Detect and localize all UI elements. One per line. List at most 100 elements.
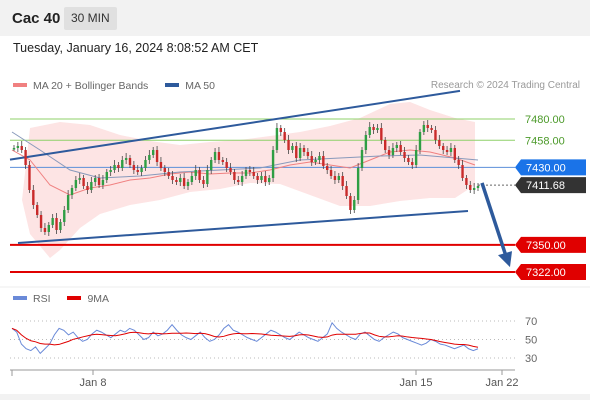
level-7430-00-label: 7430.00: [526, 162, 566, 174]
price-legend: MA 20 + Bollinger Bands MA 50: [13, 80, 229, 92]
candle-body: [20, 146, 23, 150]
legend-swatch-ma20: [13, 83, 27, 88]
candle-body: [101, 180, 105, 185]
candle-body: [248, 170, 252, 172]
candle-body: [97, 178, 101, 185]
candle-body: [90, 182, 93, 190]
rsi-tick-50: 50: [525, 335, 537, 347]
candle-body: [476, 186, 480, 188]
candle-body: [132, 165, 136, 170]
candle-body: [70, 188, 74, 195]
candle-body: [326, 166, 329, 170]
candle-body: [16, 146, 20, 148]
candle-body: [109, 170, 112, 172]
candle-body: [63, 210, 66, 222]
candle-body: [434, 130, 437, 140]
candle-body: [121, 160, 124, 168]
candle-body: [298, 148, 302, 158]
candle-body: [349, 196, 352, 210]
channel-lower-line: [17, 209, 469, 244]
candle-body: [117, 165, 120, 168]
legend-swatch-ma50: [165, 83, 180, 88]
candle-body: [24, 150, 27, 165]
candle-body: [403, 152, 406, 158]
candle-body: [206, 170, 209, 184]
candle-body: [167, 172, 170, 176]
level-7322-00-tag: [515, 264, 586, 280]
candle-body: [51, 218, 54, 225]
level-7458-00-label: 7458.00: [525, 135, 565, 147]
candle-body: [291, 146, 294, 150]
interval-button[interactable]: 30 MIN: [64, 7, 117, 30]
rsi-tick-30: 30: [525, 353, 537, 365]
candle-body: [140, 168, 143, 172]
legend-swatch-rsi: [13, 296, 27, 301]
candle-body: [237, 180, 240, 182]
bottom-border: [0, 394, 590, 400]
level-7411-68-label: 7411.68: [526, 180, 565, 192]
candle-body: [155, 150, 159, 162]
forecast-arrow-head: [498, 251, 512, 268]
candle-body: [271, 150, 275, 178]
candle-body: [55, 218, 58, 230]
candle-body: [438, 140, 441, 146]
ma50-line: [11, 131, 479, 179]
candle-body: [376, 128, 379, 130]
rsi-9ma-line: [11, 327, 479, 348]
x-tick-label: Jan 22: [485, 377, 518, 389]
candle-body: [322, 156, 325, 166]
candle-body: [279, 128, 282, 132]
candle-body: [268, 178, 271, 182]
candle-body: [252, 172, 255, 176]
candle-body: [310, 156, 313, 162]
candle-body: [148, 155, 151, 160]
candle-body: [175, 180, 178, 182]
candle-body: [74, 180, 78, 188]
candle-body: [469, 185, 472, 190]
candle-body: [94, 178, 97, 182]
candle-body: [12, 148, 16, 150]
candle-body: [337, 176, 340, 180]
candle-body: [240, 176, 244, 182]
candle-body: [418, 132, 422, 150]
candle-body: [59, 222, 62, 230]
candle-body: [426, 125, 429, 128]
candle-body: [86, 186, 89, 190]
candle-body: [333, 176, 337, 180]
candle-body: [302, 148, 306, 152]
candle-body: [345, 186, 348, 196]
candle-body: [190, 176, 194, 182]
credit-text: Research © 2024 Trading Central: [430, 80, 580, 91]
candle-body: [136, 170, 139, 172]
candle-body: [295, 146, 298, 158]
candle-body: [144, 160, 147, 168]
candle-body: [179, 178, 182, 182]
candle-body: [221, 160, 224, 162]
candle-body: [124, 158, 128, 160]
candle-body: [430, 128, 433, 130]
rsi-legend: RSI 9MA: [13, 293, 123, 305]
legend-item-rsi: RSI: [13, 293, 51, 305]
candle-body: [213, 152, 217, 160]
candle-body: [66, 195, 70, 210]
candle-body: [233, 172, 236, 180]
candle-body: [152, 150, 155, 155]
candle-body: [105, 172, 108, 180]
candle-body: [457, 160, 460, 165]
candle-body: [306, 152, 310, 156]
candle-body: [275, 128, 279, 150]
candle-body: [368, 127, 371, 135]
candle-body: [47, 225, 50, 232]
candle-body: [198, 170, 201, 180]
rsi-tick-70: 70: [525, 316, 537, 328]
channel-upper-line: [9, 89, 461, 161]
bollinger-band-area: [22, 102, 475, 258]
candle-body: [356, 168, 360, 200]
candle-body: [217, 152, 221, 160]
level-7350-00-label: 7350.00: [526, 240, 566, 252]
timestamp: Tuesday, January 16, 2024 8:08:52 AM CET: [13, 41, 259, 55]
candle-body: [411, 162, 414, 165]
candle-body: [159, 162, 163, 168]
candle-body: [39, 215, 43, 228]
